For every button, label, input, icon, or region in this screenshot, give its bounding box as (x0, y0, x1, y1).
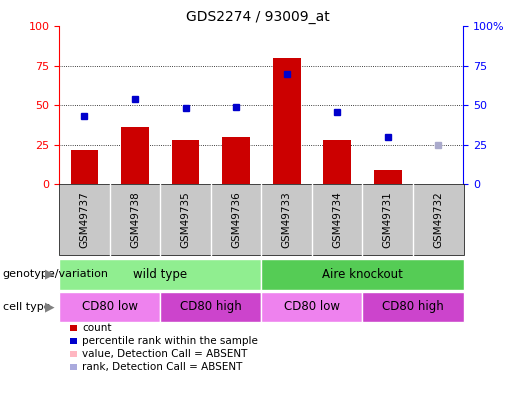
Text: CD80 low: CD80 low (284, 300, 340, 313)
Text: cell type: cell type (3, 302, 50, 312)
Bar (273, 58, 301, 184)
Text: GSM49738: GSM49738 (130, 191, 140, 248)
Text: GSM49731: GSM49731 (383, 191, 393, 248)
Text: count: count (82, 323, 112, 333)
Text: GSM49735: GSM49735 (181, 191, 191, 248)
Text: percentile rank within the sample: percentile rank within the sample (82, 336, 259, 346)
Text: GSM49734: GSM49734 (332, 191, 342, 248)
Bar (374, 170, 402, 184)
Text: GDS2274 / 93009_at: GDS2274 / 93009_at (185, 10, 330, 24)
Text: value, Detection Call = ABSENT: value, Detection Call = ABSENT (82, 349, 248, 359)
Text: CD80 low: CD80 low (82, 300, 138, 313)
Bar (171, 140, 199, 184)
Text: GSM49732: GSM49732 (433, 191, 443, 248)
Bar (71, 149, 98, 184)
Text: CD80 high: CD80 high (382, 300, 444, 313)
Text: ▶: ▶ (45, 268, 55, 281)
Text: wild type: wild type (133, 268, 187, 281)
Bar (222, 137, 250, 184)
Text: GSM49733: GSM49733 (282, 191, 291, 248)
Text: GSM49736: GSM49736 (231, 191, 241, 248)
Text: rank, Detection Call = ABSENT: rank, Detection Call = ABSENT (82, 362, 243, 372)
Text: CD80 high: CD80 high (180, 300, 242, 313)
Bar (323, 140, 351, 184)
Bar (121, 128, 149, 184)
Text: genotype/variation: genotype/variation (3, 269, 109, 279)
Text: GSM49737: GSM49737 (79, 191, 90, 248)
Text: ▶: ▶ (45, 300, 55, 313)
Text: Aire knockout: Aire knockout (322, 268, 403, 281)
